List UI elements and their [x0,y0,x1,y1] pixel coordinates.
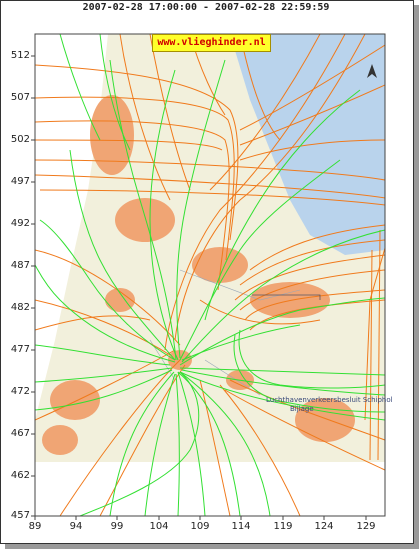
place-label: Bijlage [290,405,314,413]
x-axis-label: 129 [356,521,376,532]
x-axis-label: 104 [149,521,169,532]
y-axis-label: 512 [10,50,30,61]
x-axis-label: 124 [314,521,334,532]
y-axis-label: 467 [10,428,30,439]
north-arrow-icon [367,64,377,78]
y-axis-label: 482 [10,302,30,313]
y-axis-label: 507 [10,92,30,103]
y-axis-label: 502 [10,134,30,145]
schiphol-label: Luchthavenverkeersbesluit Schiphol [266,396,393,404]
y-axis-label: 462 [10,470,30,481]
y-axis-label: 492 [10,218,30,229]
y-axis-label: 477 [10,344,30,355]
lake-area [230,34,385,255]
x-axis-label: 89 [28,521,42,532]
axis-ticks [31,55,367,520]
urban-areas [42,95,355,455]
x-axis-label: 114 [231,521,251,532]
y-axis-label: 457 [10,510,30,521]
departure-tracks [35,34,385,516]
legend-area [35,462,385,516]
site-badge[interactable]: www.vlieghinder.nl [152,34,271,52]
x-axis-label: 99 [110,521,124,532]
y-axis-label: 497 [10,176,30,187]
y-axis-label: 487 [10,260,30,271]
y-axis-label: 472 [10,386,30,397]
schiphol-boundary [252,294,321,300]
x-axis-label: 109 [190,521,210,532]
sea-area [35,34,108,420]
time-range-title: 2007-02-28 17:00:00 - 2007-02-28 22:59:5… [82,2,330,13]
x-axis-label: 119 [273,521,293,532]
x-axis-label: 94 [69,521,83,532]
